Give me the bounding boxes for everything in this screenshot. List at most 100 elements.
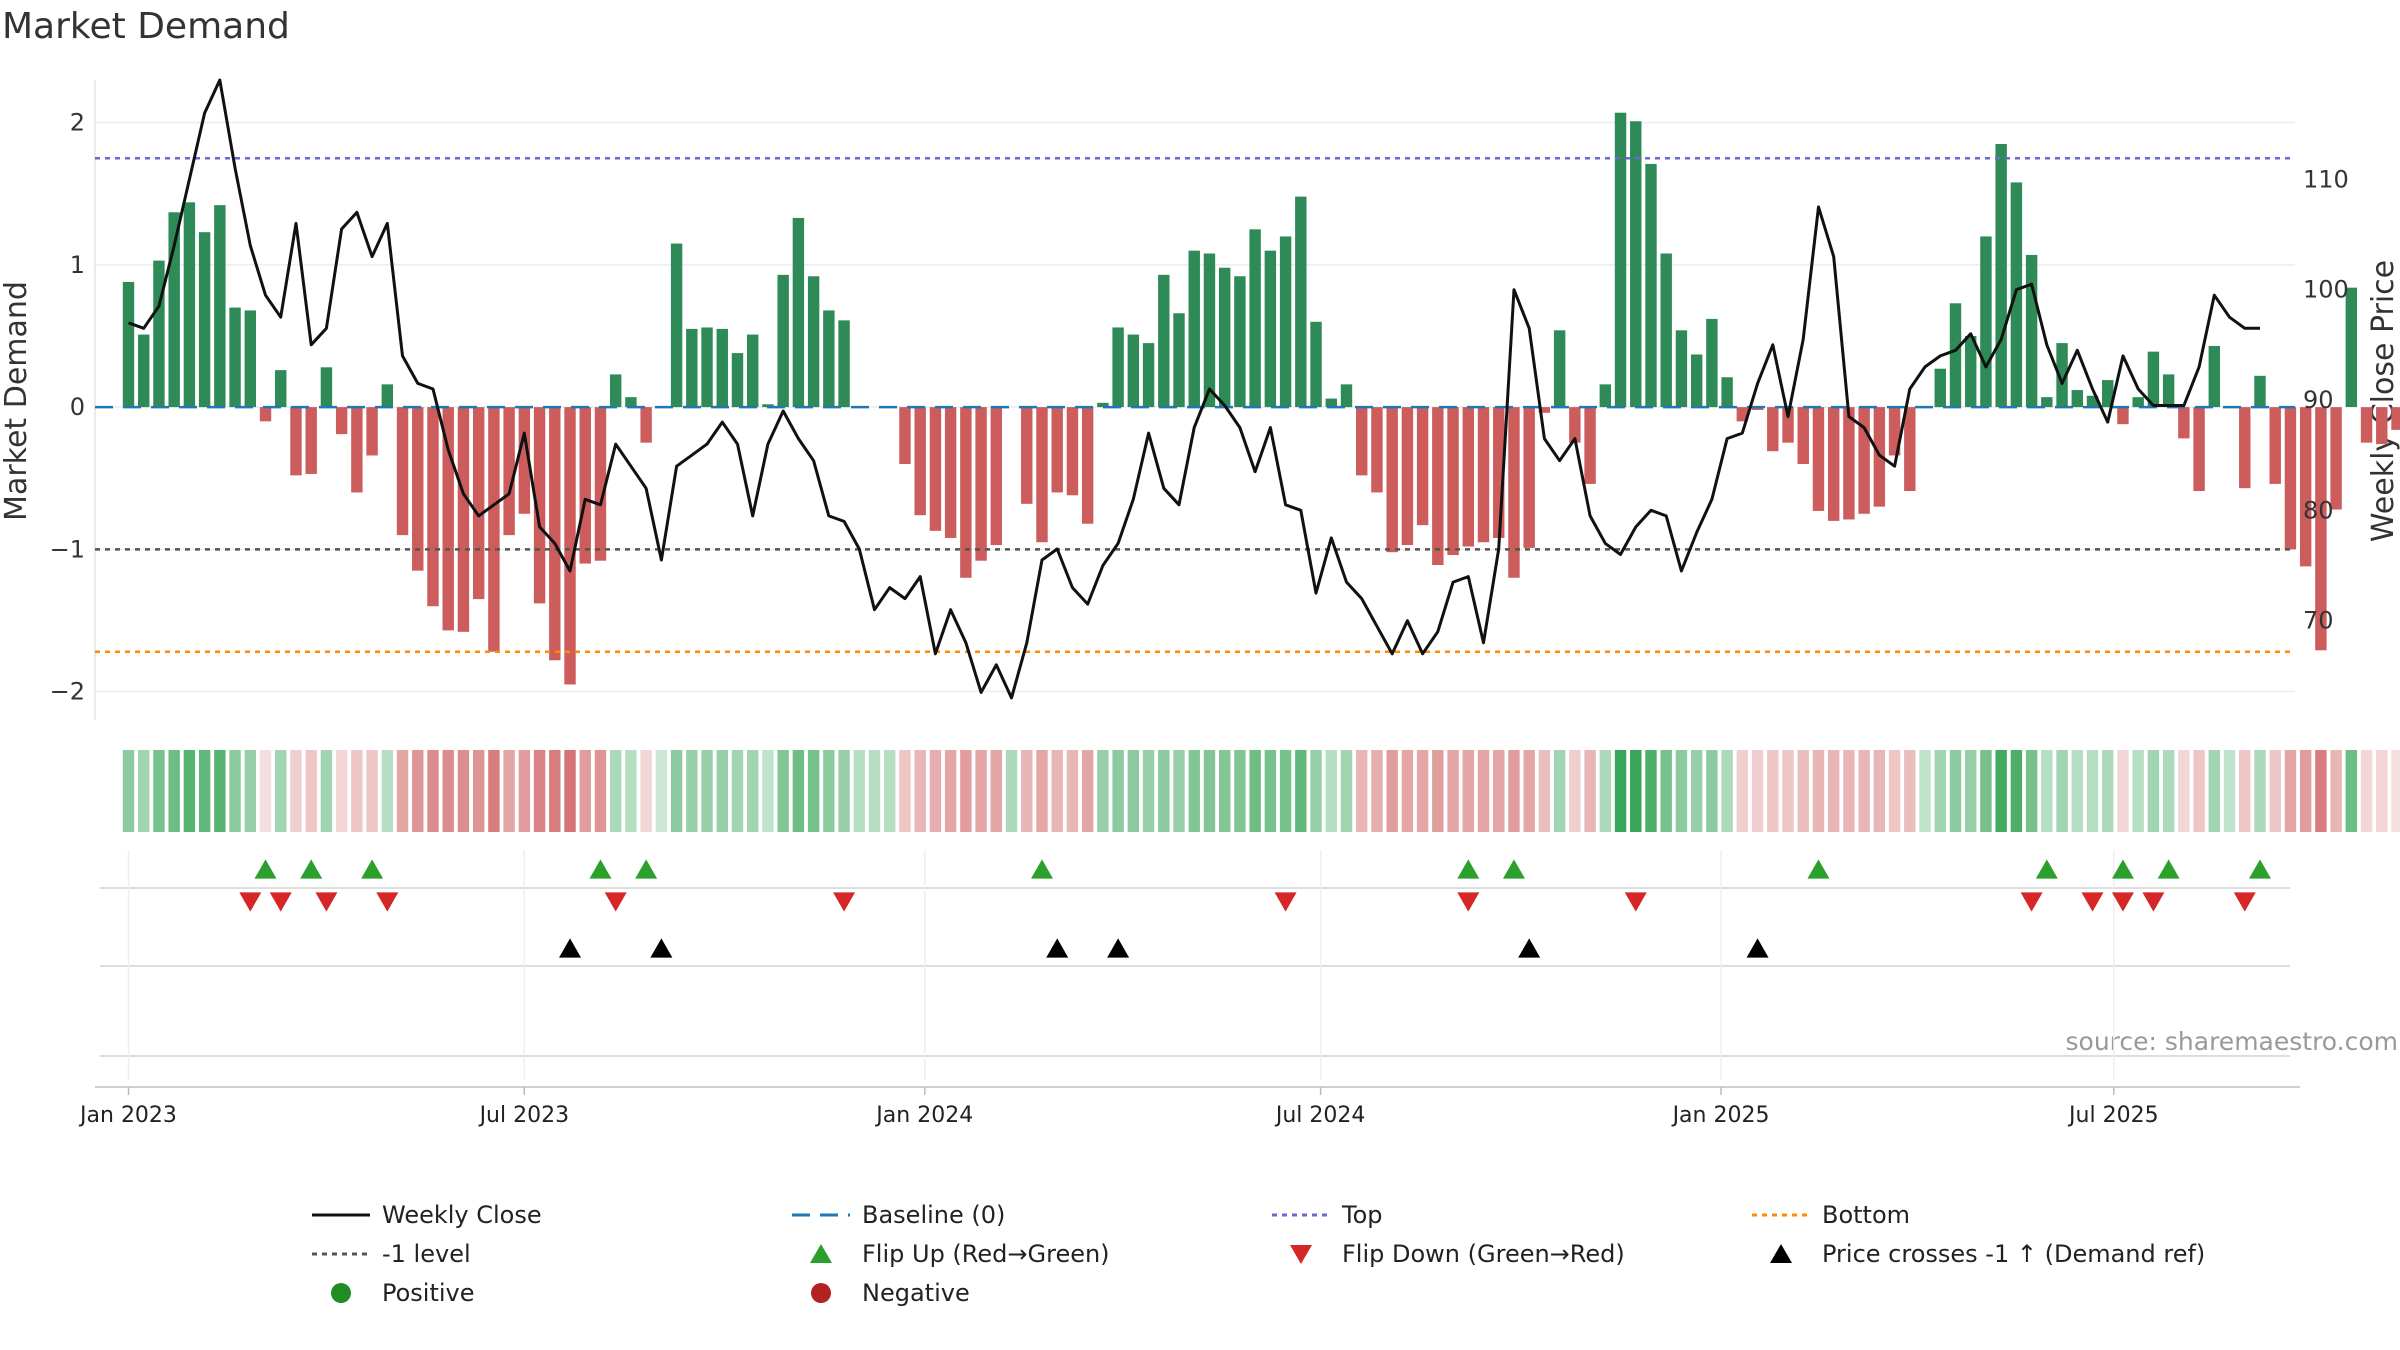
- demand-bar: [1371, 407, 1383, 493]
- demand-bar: [1812, 407, 1825, 511]
- demand-bar: [1630, 121, 1642, 408]
- heat-strip-cell: [1371, 750, 1383, 832]
- heat-strip-cell: [1416, 750, 1429, 832]
- heat-strip-cell: [1538, 750, 1551, 832]
- heat-strip-cell: [2315, 750, 2327, 832]
- price-cross-marker: [1107, 938, 1130, 958]
- price-cross-marker: [559, 938, 582, 958]
- demand-bar: [427, 407, 439, 607]
- heat-strip-cell: [1432, 750, 1444, 832]
- demand-bar: [670, 243, 683, 408]
- demand-bar: [1432, 407, 1444, 565]
- demand-bar: [351, 407, 363, 493]
- demand-bar: [2193, 407, 2205, 492]
- heat-strip-cell: [472, 750, 485, 832]
- demand-bar: [1508, 407, 1520, 578]
- demand-bar: [533, 407, 546, 604]
- demand-bar: [1523, 407, 1535, 548]
- heat-strip-cell: [549, 750, 561, 832]
- demand-bar: [1767, 407, 1779, 452]
- heat-strip-cell: [1599, 750, 1612, 832]
- heat-strip-cell: [138, 750, 150, 832]
- heat-strip-cell: [2132, 750, 2144, 832]
- demand-bar: [396, 407, 409, 536]
- demand-bar: [2284, 407, 2297, 550]
- demand-bar: [1690, 354, 1703, 408]
- flip-up-marker: [1457, 859, 1480, 879]
- bottom-legend-symbol: [1752, 1213, 1810, 1217]
- demand-bar: [1751, 407, 1764, 410]
- heat-strip-cell: [1797, 750, 1809, 832]
- heat-strip-cell: [381, 750, 394, 832]
- demand-bar: [381, 384, 394, 408]
- heat-strip-cell: [1021, 750, 1033, 832]
- chart-canvas: Market Demand Market Demand Weekly Close…: [0, 6, 2400, 1128]
- demand-bar: [1340, 384, 1353, 408]
- demand-bar: [1721, 377, 1733, 408]
- heat-strip-cell: [2254, 750, 2266, 832]
- price-cross-marker: [1046, 938, 1069, 958]
- heat-strip-cell: [1980, 750, 1992, 832]
- demand-bar: [1218, 267, 1231, 408]
- heat-strip-cell: [122, 750, 135, 832]
- legend-item-baseline: Baseline (0): [790, 1200, 1005, 1230]
- demand-bar: [1645, 163, 1657, 408]
- demand-bar: [731, 353, 744, 408]
- demand-bar: [1401, 407, 1414, 546]
- demand-bar: [777, 274, 789, 408]
- demand-bar: [1097, 402, 1109, 408]
- demand-bar: [1614, 112, 1627, 408]
- demand-bar: [2376, 407, 2388, 445]
- heat-strip-cell: [762, 750, 774, 832]
- demand-bar: [1112, 327, 1124, 408]
- heat-strip-cell: [1508, 750, 1520, 832]
- demand-bar: [625, 397, 637, 408]
- heat-strip-cell: [884, 750, 896, 832]
- demand-bar: [2391, 407, 2400, 430]
- price-cross-legend-symbol: [1770, 1244, 1792, 1263]
- heat-strip-cell: [1142, 750, 1155, 832]
- demand-bar: [472, 407, 485, 600]
- demand-bar: [1386, 407, 1398, 553]
- demand-bar: [1904, 407, 1916, 492]
- demand-bar: [701, 327, 713, 408]
- heat-strip-cell: [442, 750, 454, 832]
- heat-strip-cell: [1203, 750, 1216, 832]
- demand-bar: [1295, 196, 1307, 408]
- demand-bar: [1249, 229, 1261, 408]
- demand-bar: [564, 407, 576, 685]
- heat-strip-cell: [1827, 750, 1840, 832]
- legend-label: Negative: [862, 1279, 970, 1307]
- demand-bar: [412, 407, 424, 571]
- legend-label: Flip Down (Green→Red): [1342, 1240, 1625, 1268]
- minus-one-legend-symbol: [312, 1252, 370, 1256]
- heat-strip-cell: [960, 750, 972, 832]
- legend-label: Weekly Close: [382, 1201, 542, 1229]
- demand-bar: [1493, 407, 1505, 538]
- legend-item-flip-up: Flip Up (Red→Green): [790, 1239, 1110, 1269]
- demand-bar: [1782, 407, 1794, 443]
- demand-bar: [1462, 407, 1474, 547]
- demand-bar: [1173, 313, 1185, 408]
- heat-strip-cell: [2345, 750, 2358, 832]
- demand-bar: [1264, 250, 1277, 408]
- heat-strip-cell: [670, 750, 683, 832]
- heat-strip-cell: [2223, 750, 2236, 832]
- legend-symbol-wrap: [790, 1278, 852, 1308]
- heat-strip-cell: [320, 750, 333, 832]
- heat-strip-cell: [807, 750, 820, 832]
- flip-down-marker: [2142, 892, 2165, 912]
- heat-strip-cell: [1630, 750, 1642, 832]
- heat-strip-cell: [2041, 750, 2053, 832]
- heat-strip-cell: [1005, 750, 1018, 832]
- heat-strip-cell: [609, 750, 622, 832]
- heat-strip-cell: [1782, 750, 1794, 832]
- flip-up-marker: [254, 859, 277, 879]
- heat-strip-cell: [1477, 750, 1490, 832]
- demand-bar: [1036, 407, 1048, 543]
- demand-bar: [838, 320, 850, 408]
- demand-bar: [609, 374, 622, 408]
- flip-up-marker: [2157, 859, 2180, 879]
- heat-strip-cell: [2376, 750, 2388, 832]
- legend-symbol-wrap: [1750, 1200, 1812, 1230]
